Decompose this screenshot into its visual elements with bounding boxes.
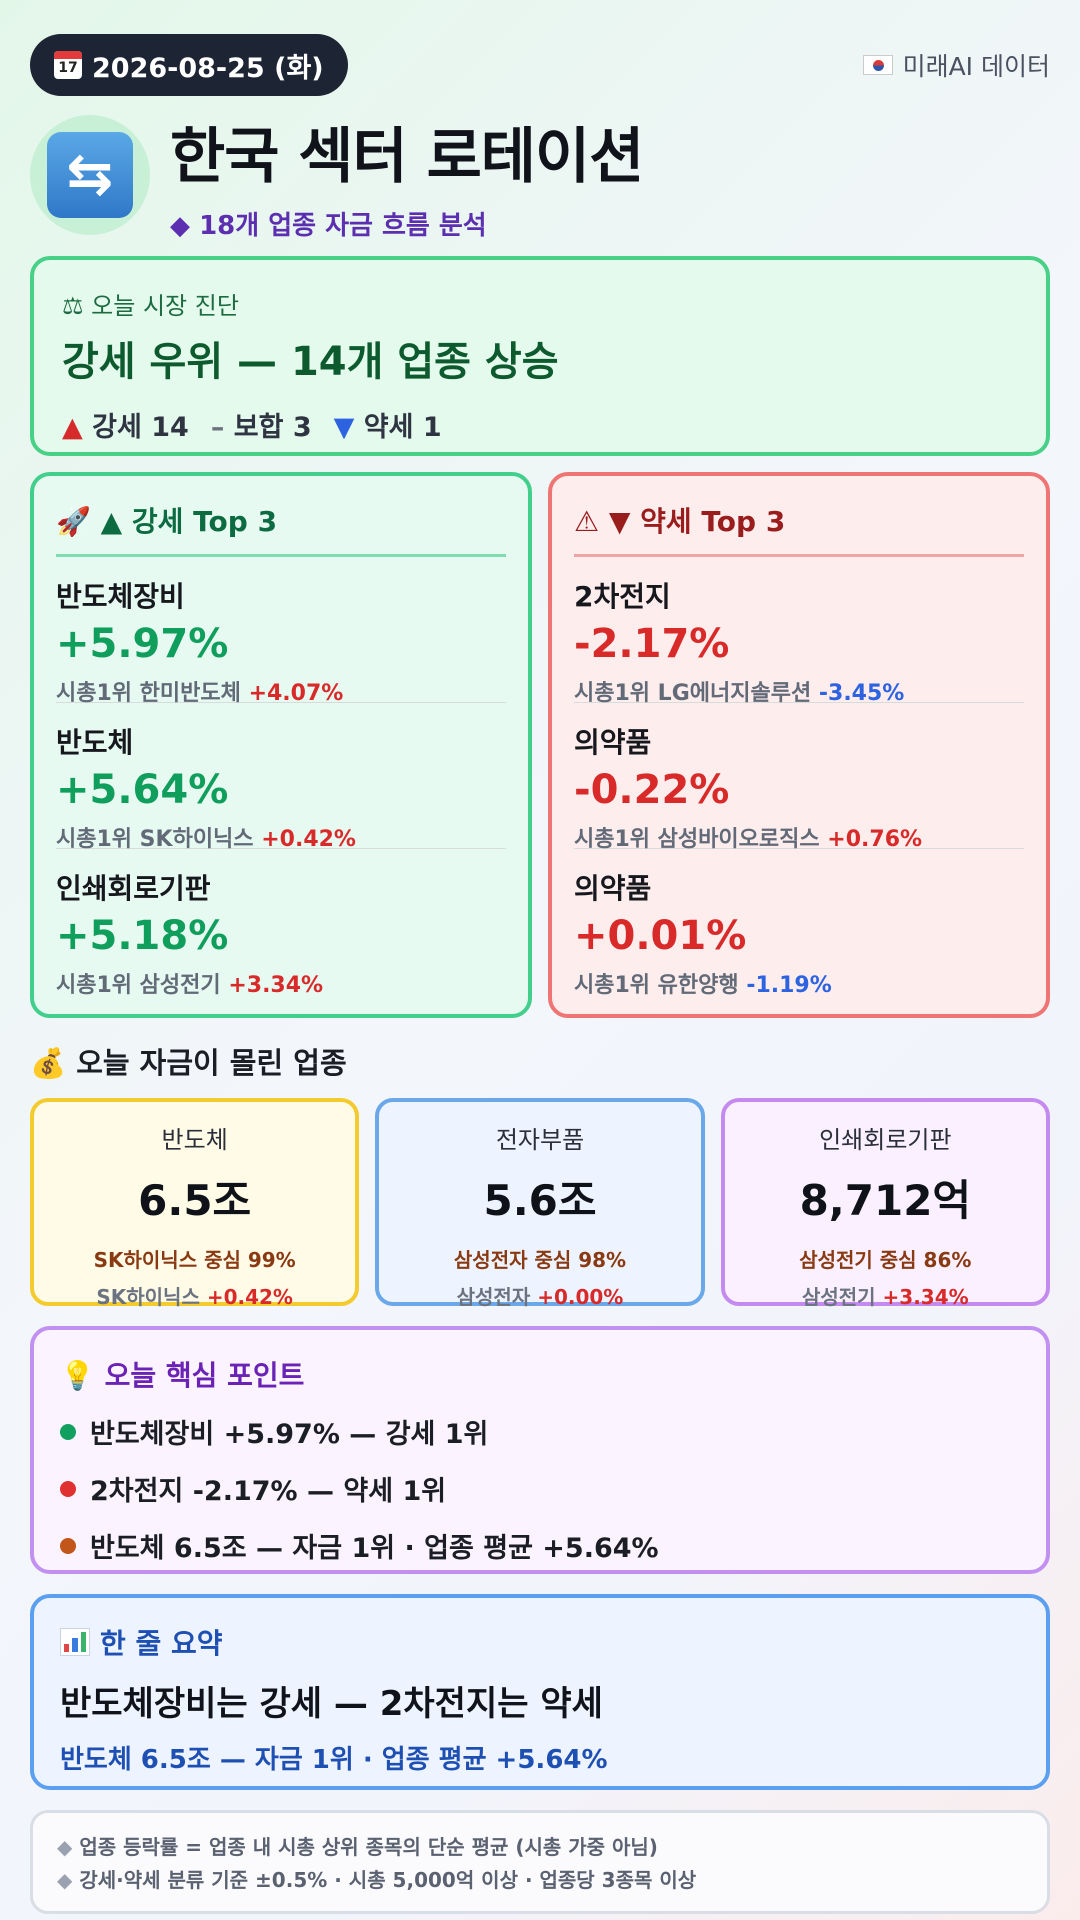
money-focus: 삼성전기 중심 86% <box>799 1248 972 1272</box>
diamond-icon: ◆ <box>170 211 190 241</box>
flat-count: – 보합 3 <box>210 412 312 443</box>
sector-leader: 시총1위 SK하이닉스 +0.42% <box>56 827 356 852</box>
market-diagnosis-card: ⚖ 오늘 시장 진단 강세 우위 — 14개 업종 상승 ▲ 강세 14 – 보… <box>30 256 1050 456</box>
money-stock: SK하이닉스 +0.42% <box>96 1285 293 1309</box>
infographic: 17 2026-08-25 (화) 미래AI 데이터 ⇆ 한국 섹터 로테이션 … <box>30 34 1050 1914</box>
diagnosis-label: ⚖ 오늘 시장 진단 <box>62 292 239 320</box>
money-card: 반도체 6.5조 SK하이닉스 중심 99% SK하이닉스 +0.42% <box>30 1098 360 1309</box>
date-badge: 17 2026-08-25 (화) <box>30 34 348 96</box>
up-triangle-icon: ▲ <box>62 412 83 443</box>
money-bag-icon: 💰 <box>30 1046 67 1080</box>
sector-change: -0.22% <box>574 767 730 813</box>
key-points-title: 💡 오늘 핵심 포인트 <box>60 1359 305 1392</box>
page-subtitle: ◆ 18개 업종 자금 흐름 분석 <box>170 211 487 241</box>
diamond-icon: ◆ <box>57 1835 73 1859</box>
money-stock: 삼성전기 +3.34% <box>801 1285 969 1309</box>
money-focus: 삼성전자 중심 98% <box>453 1248 627 1272</box>
sector-change: +5.18% <box>56 913 229 959</box>
weak-count: ▼ 약세 1 <box>333 412 442 443</box>
money-stock: 삼성전자 +0.00% <box>456 1285 624 1309</box>
sector-leader: 시총1위 삼성전기 +3.34% <box>56 973 324 998</box>
money-value: 6.5조 <box>138 1176 252 1225</box>
list-item: 반도체 +5.64% 시총1위 SK하이닉스 +0.42% <box>56 703 506 852</box>
diagnosis-counts: ▲ 강세 14 – 보합 3 ▼ 약세 1 <box>62 405 1018 444</box>
sector-leader: 시총1위 삼성바이오로직스 +0.76% <box>574 827 923 852</box>
sector-leader: 시총1위 한미반도체 +4.07% <box>56 681 344 706</box>
weak-top3-title: ⚠ ▼ 약세 Top 3 <box>574 500 1024 557</box>
sector-name: 의약품 <box>574 872 652 905</box>
bar-chart-icon <box>60 1628 90 1656</box>
lightbulb-icon: 💡 <box>60 1359 95 1392</box>
diagnosis-headline: 강세 우위 — 14개 업종 상승 <box>62 339 559 385</box>
data-source: 미래AI 데이터 <box>862 47 1050 83</box>
sector-name: 반도체장비 <box>56 580 185 613</box>
weak-top3-card: ⚠ ▼ 약세 Top 3 2차전지 -2.17% 시총1위 LG에너지솔루션 -… <box>548 472 1050 1018</box>
sector-name: 인쇄회로기판 <box>56 872 211 905</box>
money-card: 전자부품 5.6조 삼성전자 중심 98% 삼성전자 +0.00% <box>375 1098 705 1309</box>
money-value: 8,712억 <box>799 1176 972 1225</box>
footnote: ◆ 업종 등락률 = 업종 내 시총 상위 종목의 단순 평균 (시총 가중 아… <box>57 1835 658 1859</box>
sector-leader: 시총1위 유한양행 -1.19% <box>574 973 832 998</box>
key-points-card: 💡 오늘 핵심 포인트 반도체장비 +5.97% — 강세 1위 2차전지 -2… <box>30 1326 1050 1574</box>
key-point: 2차전지 -2.17% — 약세 1위 <box>60 1469 1020 1508</box>
warning-icon: ⚠ <box>574 505 600 538</box>
down-triangle-icon: ▼ <box>333 412 355 443</box>
footnotes: ◆ 업종 등락률 = 업종 내 시총 상위 종목의 단순 평균 (시총 가중 아… <box>30 1810 1050 1914</box>
bullet-dot-icon <box>60 1480 76 1497</box>
top3-section: 🚀 ▲ 강세 Top 3 반도체장비 +5.97% 시총1위 한미반도체 +4.… <box>30 472 1050 1018</box>
summary-card: 한 줄 요약 반도체장비는 강세 — 2차전지는 약세 반도체 6.5조 — 자… <box>30 1594 1050 1790</box>
list-item: 인쇄회로기판 +5.18% 시총1위 삼성전기 +3.34% <box>56 849 506 998</box>
sector-name: 반도체 <box>56 726 134 759</box>
money-sector: 반도체 <box>161 1126 228 1154</box>
summary-sub: 반도체 6.5조 — 자금 1위 · 업종 평균 +5.64% <box>60 1745 608 1775</box>
list-item: 반도체장비 +5.97% 시총1위 한미반도체 +4.07% <box>56 557 506 706</box>
list-item: 2차전지 -2.17% 시총1위 LG에너지솔루션 -3.45% <box>574 557 1024 706</box>
money-flow-title: 💰 오늘 자금이 몰린 업종 <box>30 1046 347 1080</box>
dash-icon: – <box>210 412 225 443</box>
summary-main: 반도체장비는 강세 — 2차전지는 약세 <box>60 1684 603 1724</box>
sector-name: 2차전지 <box>574 580 671 613</box>
sector-change: +5.97% <box>56 621 229 667</box>
sector-name: 의약품 <box>574 726 652 759</box>
page-title: 한국 섹터 로테이션 <box>170 122 644 192</box>
sector-change: +0.01% <box>574 913 747 959</box>
date-text: 2026-08-25 (화) <box>92 52 324 84</box>
money-sector: 인쇄회로기판 <box>819 1126 952 1154</box>
source-text: 미래AI 데이터 <box>902 52 1050 81</box>
sector-change: -2.17% <box>574 621 730 667</box>
key-point: 반도체 6.5조 — 자금 1위 · 업종 평균 +5.64% <box>60 1526 1020 1565</box>
summary-title: 한 줄 요약 <box>60 1622 1020 1662</box>
footnote: ◆ 강세·약세 분류 기준 ±0.5% · 시총 5,000억 이상 · 업종당… <box>57 1868 697 1892</box>
balance-scale-icon: ⚖ <box>62 292 84 320</box>
strong-count: ▲ 강세 14 <box>62 412 189 443</box>
money-card: 인쇄회로기판 8,712억 삼성전기 중심 86% 삼성전기 +3.34% <box>720 1098 1050 1309</box>
strong-top3-card: 🚀 ▲ 강세 Top 3 반도체장비 +5.97% 시총1위 한미반도체 +4.… <box>30 472 532 1018</box>
sector-leader: 시총1위 LG에너지솔루션 -3.45% <box>574 681 905 706</box>
key-point: 반도체장비 +5.97% — 강세 1위 <box>60 1412 1020 1451</box>
bullet-dot-icon <box>60 1537 76 1554</box>
rocket-icon: 🚀 <box>56 505 91 538</box>
money-flow-cards: 반도체 6.5조 SK하이닉스 중심 99% SK하이닉스 +0.42% 전자부… <box>30 1098 1050 1309</box>
sector-change: +5.64% <box>56 767 229 813</box>
list-item: 의약품 +0.01% 시총1위 유한양행 -1.19% <box>574 849 1024 998</box>
money-focus: SK하이닉스 중심 99% <box>93 1248 296 1272</box>
list-item: 의약품 -0.22% 시총1위 삼성바이오로직스 +0.76% <box>574 703 1024 852</box>
calendar-icon: 17 <box>54 51 82 79</box>
money-value: 5.6조 <box>483 1176 597 1225</box>
money-sector: 전자부품 <box>495 1126 585 1154</box>
top-bar: 17 2026-08-25 (화) 미래AI 데이터 <box>30 34 1050 96</box>
strong-top3-title: 🚀 ▲ 강세 Top 3 <box>56 500 506 557</box>
title-badge: ⇆ <box>30 115 150 235</box>
diamond-icon: ◆ <box>57 1868 73 1892</box>
bullet-dot-icon <box>60 1423 76 1440</box>
korea-flag-icon <box>862 55 893 75</box>
title-section: ⇆ 한국 섹터 로테이션 ◆ 18개 업종 자금 흐름 분석 <box>30 108 1050 242</box>
rotate-arrows-icon: ⇆ <box>47 132 133 218</box>
